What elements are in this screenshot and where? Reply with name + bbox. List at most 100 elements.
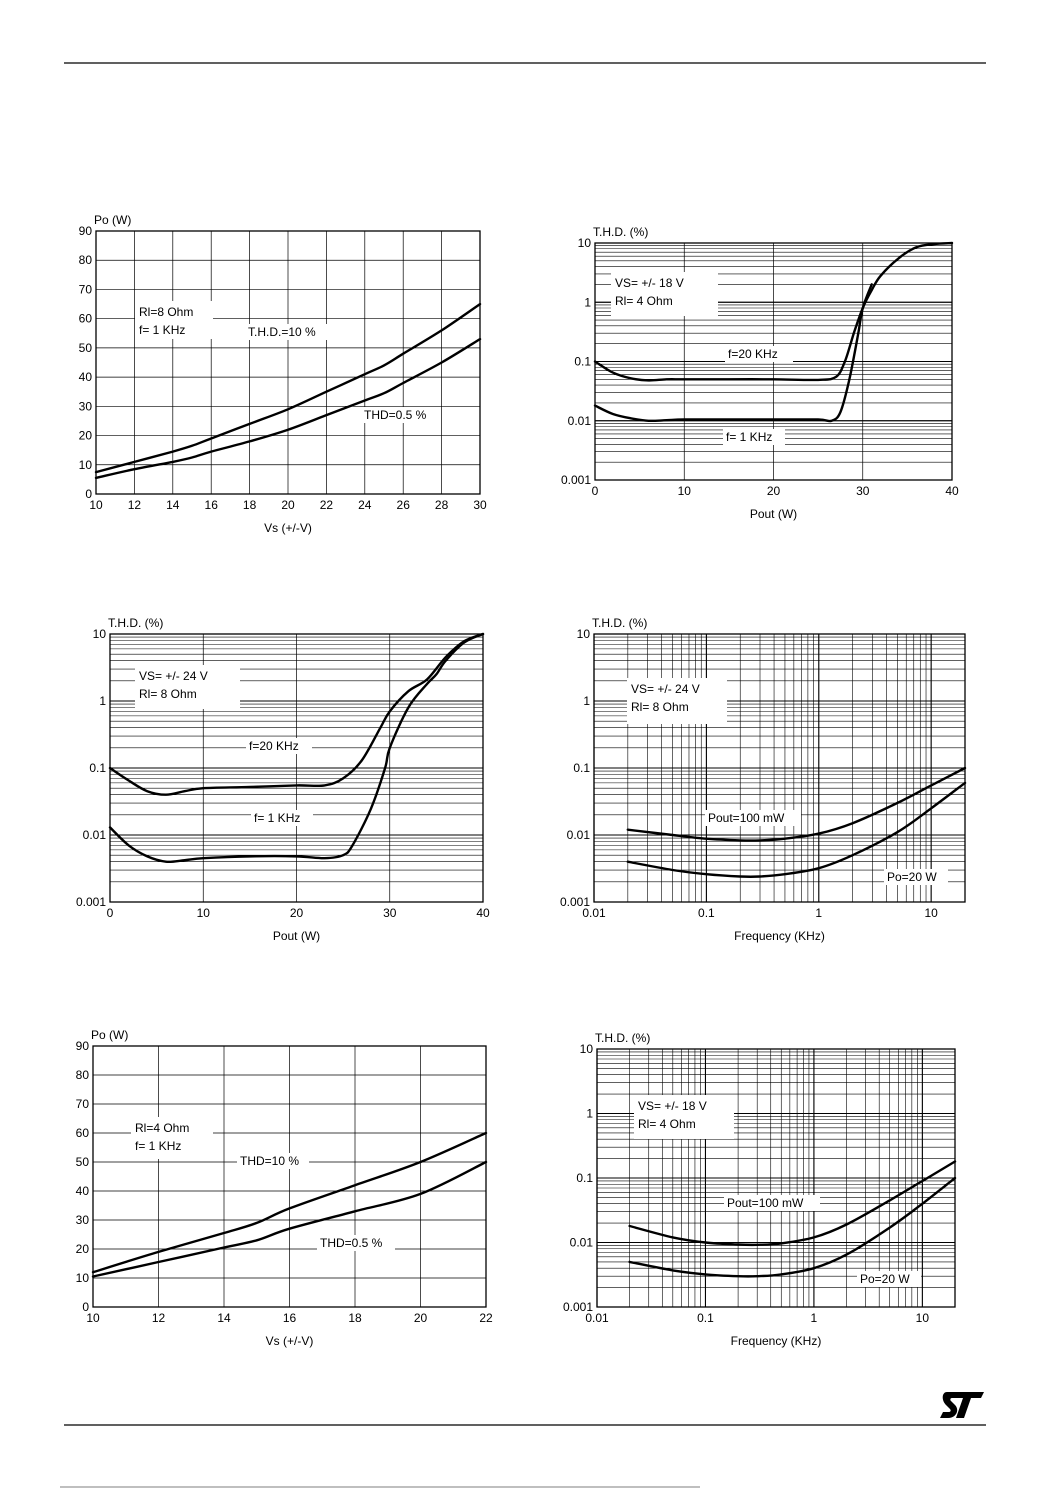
annotation-box xyxy=(135,665,240,709)
x-tick-label: 10 xyxy=(916,1311,930,1325)
x-tick-label: 18 xyxy=(348,1311,362,1325)
x-tick-label: 20 xyxy=(290,906,304,920)
y-tick-label: 40 xyxy=(76,1184,90,1198)
y-axis-label: T.H.D. (%) xyxy=(593,225,648,239)
y-tick-label: 70 xyxy=(79,282,93,296)
series-line-1 xyxy=(626,766,967,842)
annotation-box xyxy=(627,678,727,724)
x-tick-label: 30 xyxy=(383,906,397,920)
y-axis-label: T.H.D. (%) xyxy=(595,1031,650,1045)
y-tick-label: 40 xyxy=(79,370,93,384)
y-tick-label: 10 xyxy=(580,1042,594,1056)
series-label: Po=20 W xyxy=(860,1272,910,1286)
y-tick-label: 0.1 xyxy=(576,1171,593,1185)
annotation-box xyxy=(131,1117,213,1159)
x-tick-label: 1 xyxy=(811,1311,818,1325)
x-axis-label: Vs (+/-V) xyxy=(266,1334,314,1348)
series-label: f= 1 KHz xyxy=(254,811,300,825)
y-tick-label: 0.01 xyxy=(570,1236,594,1250)
x-tick-label: 10 xyxy=(678,484,692,498)
x-tick-label: 26 xyxy=(397,498,411,512)
series-label-bg xyxy=(705,810,801,826)
x-tick-label: 20 xyxy=(281,498,295,512)
annotation-text: VS= +/- 18 V xyxy=(615,276,684,290)
series-label: Pout=100 mW xyxy=(727,1196,804,1210)
x-tick-label: 22 xyxy=(479,1311,493,1325)
series-label-bg xyxy=(245,324,343,340)
y-tick-label: 50 xyxy=(76,1155,90,1169)
y-tick-label: 0.1 xyxy=(573,761,590,775)
series-label: f= 1 KHz xyxy=(726,430,772,444)
x-tick-label: 0 xyxy=(107,906,114,920)
x-tick-label: 40 xyxy=(945,484,959,498)
y-tick-label: 30 xyxy=(79,399,93,413)
y-tick-label: 10 xyxy=(578,236,592,250)
series-label-bg xyxy=(725,346,793,362)
x-tick-label: 30 xyxy=(856,484,870,498)
chart-grid xyxy=(92,1045,487,1308)
x-tick-label: 0.01 xyxy=(585,1311,609,1325)
x-tick-label: 16 xyxy=(283,1311,297,1325)
x-tick-label: 14 xyxy=(217,1311,231,1325)
series-line-2 xyxy=(91,1160,488,1278)
x-axis-label: Vs (+/-V) xyxy=(264,521,312,535)
series-label: T.H.D.=10 % xyxy=(248,325,316,339)
annotation-box xyxy=(611,272,718,316)
y-tick-label: 0.001 xyxy=(563,1300,593,1314)
y-tick-label: 60 xyxy=(76,1126,90,1140)
annotation-text: VS= +/- 18 V xyxy=(638,1099,707,1113)
series-line-2 xyxy=(108,632,485,864)
y-tick-label: 1 xyxy=(586,1107,593,1121)
y-tick-label: 0.001 xyxy=(560,895,590,909)
series-line-1 xyxy=(593,241,954,382)
y-tick-label: 20 xyxy=(76,1242,90,1256)
annotation-box xyxy=(135,301,213,339)
annotation-text: Rl=8 Ohm xyxy=(139,305,193,319)
y-tick-label: 1 xyxy=(583,694,590,708)
x-tick-label: 20 xyxy=(767,484,781,498)
x-tick-label: 22 xyxy=(320,498,334,512)
chart-grid xyxy=(596,1048,956,1308)
y-axis-label: T.H.D. (%) xyxy=(592,616,647,630)
x-axis-label: Frequency (KHz) xyxy=(734,929,825,943)
series-line-2 xyxy=(628,1176,957,1278)
x-tick-label: 12 xyxy=(152,1311,166,1325)
annotation-text: Rl= 4 Ohm xyxy=(615,294,673,308)
plot-frame xyxy=(92,1045,487,1308)
annotation-text: Rl= 8 Ohm xyxy=(631,700,689,714)
series-line-1 xyxy=(94,302,482,474)
annotation-text: VS= +/- 24 V xyxy=(139,669,208,683)
y-axis-label: Po (W) xyxy=(94,213,131,227)
x-axis-label: Pout (W) xyxy=(273,929,320,943)
series-label-bg xyxy=(361,407,441,423)
y-tick-label: 90 xyxy=(76,1039,90,1053)
series-label-bg xyxy=(246,738,312,754)
y-tick-label: 30 xyxy=(76,1213,90,1227)
y-axis-label: T.H.D. (%) xyxy=(108,616,163,630)
y-axis-label: Po (W) xyxy=(91,1028,128,1042)
x-tick-label: 40 xyxy=(476,906,490,920)
chart-2: 0.001 0.01 0.1 1 10 0 10 20 30 40 T.H.D. (%) Pout (… xyxy=(561,225,959,521)
st-logo-icon xyxy=(940,1392,984,1418)
y-tick-label: 10 xyxy=(93,627,107,641)
x-tick-label: 14 xyxy=(166,498,180,512)
annotation-box xyxy=(634,1095,734,1139)
annotation-text: VS= +/- 24 V xyxy=(631,682,700,696)
y-tick-label: 70 xyxy=(76,1097,90,1111)
x-tick-label: 10 xyxy=(86,1311,100,1325)
x-tick-label: 0.01 xyxy=(582,906,606,920)
series-line-2 xyxy=(593,283,873,423)
plot-frame xyxy=(95,230,481,495)
y-tick-label: 10 xyxy=(79,458,93,472)
series-label-bg xyxy=(237,1153,309,1169)
x-tick-label: 16 xyxy=(205,498,219,512)
series-label: Po=20 W xyxy=(887,870,937,884)
annotation-text: f= 1 KHz xyxy=(135,1139,181,1153)
series-line-1 xyxy=(628,1160,957,1247)
x-tick-label: 20 xyxy=(414,1311,428,1325)
